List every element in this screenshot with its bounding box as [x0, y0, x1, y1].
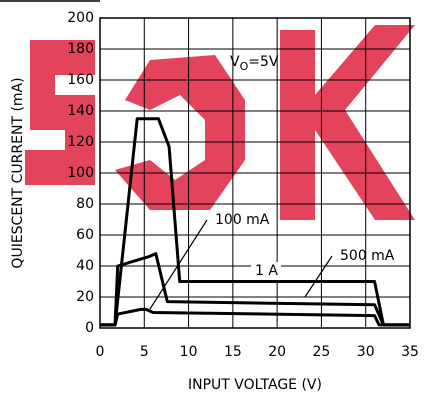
watermark-s2	[115, 55, 245, 210]
y-tick-label: 20	[76, 289, 94, 305]
series-label: 100 mA	[215, 212, 270, 228]
annotation: VO=5V	[230, 54, 279, 73]
series-label: 500 mA	[340, 248, 395, 264]
series-label: 1 A	[255, 263, 278, 279]
series-line	[100, 252, 410, 327]
leader-line	[304, 255, 333, 298]
y-tick-label: 100	[67, 165, 94, 181]
annotation-sub: O	[240, 60, 249, 73]
y-tick-label: 160	[67, 72, 94, 88]
x-tick-label: 0	[96, 344, 105, 360]
watermark-s	[25, 40, 95, 185]
y-tick-label: 200	[67, 10, 94, 26]
x-tick-label: 30	[357, 344, 375, 360]
y-tick-label: 80	[76, 196, 94, 212]
annotation-main: V	[230, 54, 240, 70]
y-tick-label: 60	[76, 227, 94, 243]
plot-frame	[99, 17, 411, 329]
y-tick-label: 120	[67, 134, 94, 150]
x-tick-label: 20	[268, 344, 286, 360]
x-axis-label: INPUT VOLTAGE (V)	[188, 377, 322, 393]
label-background	[251, 262, 281, 280]
x-tick-label: 5	[140, 344, 149, 360]
watermark-k	[280, 25, 415, 220]
leader-line	[149, 219, 208, 310]
annotation-rest: =5V	[248, 54, 279, 70]
x-tick-label: 15	[224, 344, 242, 360]
y-tick-label: 0	[85, 320, 94, 336]
x-tick-label: 35	[401, 344, 419, 360]
series-line	[100, 117, 410, 327]
y-tick-label: 40	[76, 258, 94, 274]
y-tick-label: 140	[67, 103, 94, 119]
y-axis-label: QUIESCENT CURRENT (mA)	[10, 77, 26, 268]
series-line	[100, 307, 410, 327]
x-tick-label: 25	[313, 344, 331, 360]
y-tick-label: 180	[67, 41, 94, 57]
x-tick-label: 10	[180, 344, 198, 360]
watermark	[25, 25, 415, 220]
